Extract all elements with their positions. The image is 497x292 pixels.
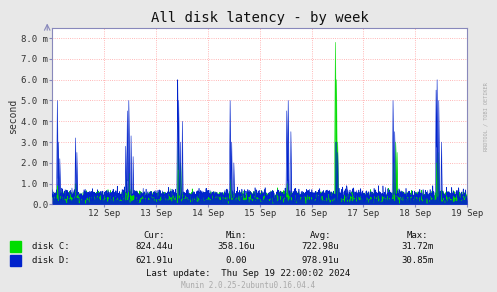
- Text: Min:: Min:: [225, 231, 247, 239]
- Text: 30.85m: 30.85m: [402, 256, 433, 265]
- Text: disk D:: disk D:: [32, 256, 70, 265]
- Text: 0.00: 0.00: [225, 256, 247, 265]
- Text: 722.98u: 722.98u: [302, 242, 339, 251]
- Text: Max:: Max:: [407, 231, 428, 239]
- Text: Avg:: Avg:: [310, 231, 331, 239]
- Text: 978.91u: 978.91u: [302, 256, 339, 265]
- Text: 621.91u: 621.91u: [135, 256, 173, 265]
- Text: Last update:  Thu Sep 19 22:00:02 2024: Last update: Thu Sep 19 22:00:02 2024: [147, 269, 350, 277]
- Text: 358.16u: 358.16u: [217, 242, 255, 251]
- Text: Munin 2.0.25-2ubuntu0.16.04.4: Munin 2.0.25-2ubuntu0.16.04.4: [181, 281, 316, 290]
- Text: Cur:: Cur:: [143, 231, 165, 239]
- Y-axis label: second: second: [8, 98, 18, 134]
- Text: RRDTOOL / TOBI OETIKER: RRDTOOL / TOBI OETIKER: [483, 82, 488, 151]
- Text: 31.72m: 31.72m: [402, 242, 433, 251]
- Title: All disk latency - by week: All disk latency - by week: [151, 11, 369, 25]
- Text: disk C:: disk C:: [32, 242, 70, 251]
- Text: 824.44u: 824.44u: [135, 242, 173, 251]
